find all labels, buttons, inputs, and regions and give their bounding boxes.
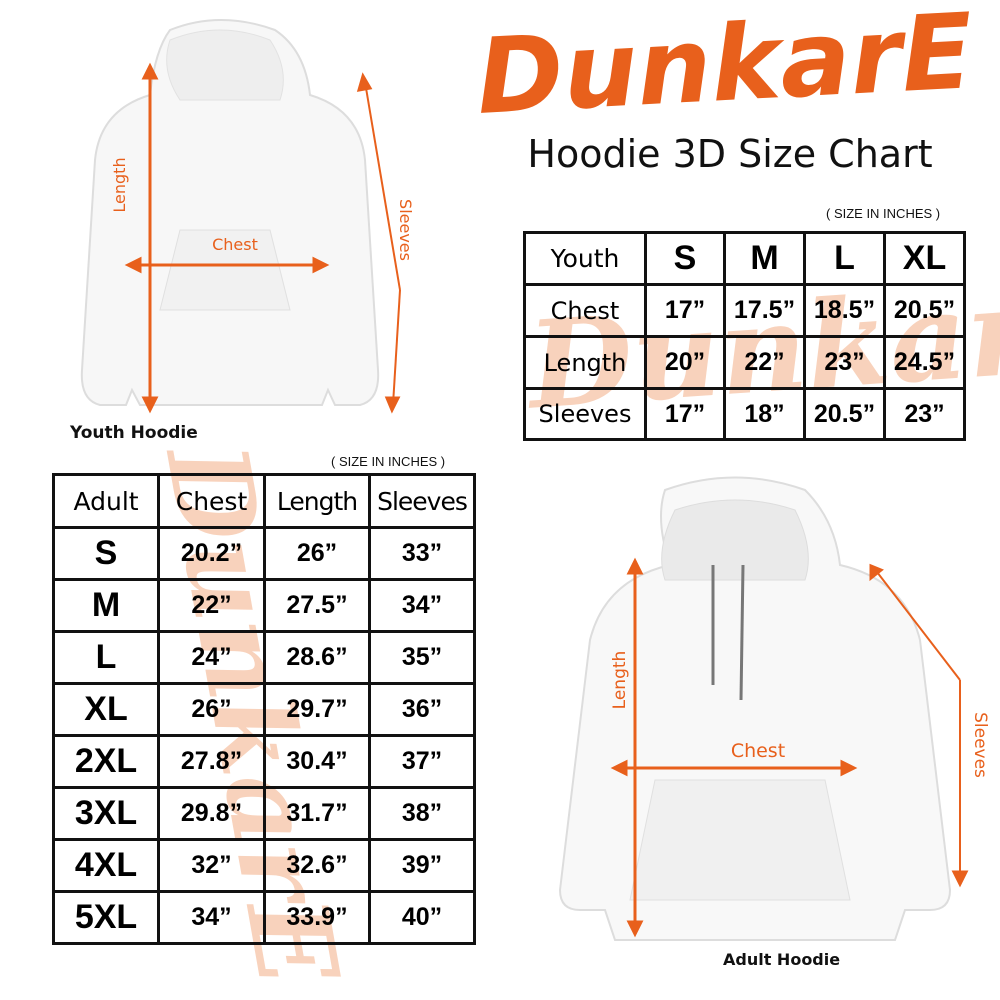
youth-size-table: Youth S M L XL Chest 17” 17.5” 18.5” 20.…	[523, 231, 966, 441]
youth-sleeves-label: Sleeves	[396, 199, 415, 261]
table-row: 5XL 34” 33.9” 40”	[52, 890, 476, 945]
youth-hoodie-caption: Youth Hoodie	[70, 423, 198, 443]
header-cell: Sleeves	[368, 473, 476, 529]
brand-logo: DunkarE	[474, 0, 976, 130]
size-label: L	[52, 630, 160, 685]
table-row: 4XL 32” 32.6” 39”	[52, 838, 476, 893]
cell: 31.7”	[263, 786, 371, 841]
header-cell: Youth	[523, 231, 647, 286]
cell: 29.8”	[157, 786, 266, 841]
table-row: 3XL 29.8” 31.7” 38”	[52, 786, 476, 841]
cell: 32.6”	[263, 838, 371, 893]
youth-chest-label: Chest	[212, 235, 258, 254]
adult-chest-label: Chest	[731, 740, 785, 762]
cell: 23”	[883, 387, 966, 441]
table-row: S 20.2” 26” 33”	[52, 526, 476, 581]
size-label: S	[52, 526, 160, 581]
adult-hoodie-caption: Adult Hoodie	[723, 950, 841, 969]
header-cell: Chest	[157, 473, 266, 529]
cell: 17.5”	[723, 283, 806, 338]
cell: 20”	[644, 335, 726, 390]
cell: 17”	[644, 387, 726, 441]
cell: 40”	[368, 890, 476, 945]
cell: 34”	[157, 890, 266, 945]
cell: 20.5”	[883, 283, 966, 338]
youth-unit-note: ( SIZE IN INCHES )	[826, 206, 941, 221]
cell: 18.5”	[803, 283, 886, 338]
table-row: Length 20” 22” 23” 24.5”	[523, 335, 966, 390]
cell: 22”	[157, 578, 266, 633]
size-label: M	[52, 578, 160, 633]
cell: 24.5”	[883, 335, 966, 390]
table-row: Sleeves 17” 18” 20.5” 23”	[523, 387, 966, 441]
cell: 22”	[723, 335, 806, 390]
cell: 36”	[368, 682, 476, 737]
cell: 38”	[368, 786, 476, 841]
size-label: 4XL	[52, 838, 160, 893]
header-cell: Adult	[52, 473, 160, 529]
table-row: L 24” 28.6” 35”	[52, 630, 476, 685]
table-row: M 22” 27.5” 34”	[52, 578, 476, 633]
cell: 18”	[723, 387, 806, 441]
youth-length-label: Length	[110, 157, 129, 212]
cell: 37”	[368, 734, 476, 789]
cell: 24”	[157, 630, 266, 685]
size-label: XL	[52, 682, 160, 737]
adult-size-table: Adult Chest Length Sleeves S 20.2” 26” 33” M…	[52, 473, 476, 945]
page-title: Hoodie 3D Size Chart	[527, 132, 933, 176]
cell: 27.5”	[263, 578, 371, 633]
svg-text:DunkarE: DunkarE	[474, 0, 976, 130]
adult-unit-note: ( SIZE IN INCHES )	[331, 454, 446, 469]
cell: 26”	[157, 682, 266, 737]
header-cell: S	[644, 231, 726, 286]
size-label: 5XL	[52, 890, 160, 945]
cell: 29.7”	[263, 682, 371, 737]
row-label: Length	[523, 335, 647, 390]
adult-hoodie-diagram: Length Chest Sleeves	[558, 476, 990, 941]
cell: 33.9”	[263, 890, 371, 945]
adult-sleeves-label: Sleeves	[970, 712, 990, 778]
header-cell: M	[723, 231, 806, 286]
adult-length-label: Length	[610, 651, 630, 710]
cell: 35”	[368, 630, 476, 685]
table-row: 2XL 27.8” 30.4” 37”	[52, 734, 476, 789]
row-label: Sleeves	[523, 387, 647, 441]
cell: 34”	[368, 578, 476, 633]
header-cell: Length	[263, 473, 371, 529]
size-label: 3XL	[52, 786, 160, 841]
table-header-row: Adult Chest Length Sleeves	[52, 473, 476, 529]
cell: 32”	[157, 838, 266, 893]
cell: 39”	[368, 838, 476, 893]
cell: 20.2”	[157, 526, 266, 581]
row-label: Chest	[523, 283, 647, 338]
youth-hoodie-diagram: Length Chest Sleeves	[80, 19, 415, 414]
cell: 28.6”	[263, 630, 371, 685]
table-header-row: Youth S M L XL	[523, 231, 966, 286]
cell: 23”	[803, 335, 886, 390]
cell: 30.4”	[263, 734, 371, 789]
cell: 17”	[644, 283, 726, 338]
cell: 33”	[368, 526, 476, 581]
cell: 26”	[263, 526, 371, 581]
size-label: 2XL	[52, 734, 160, 789]
cell: 27.8”	[157, 734, 266, 789]
table-row: XL 26” 29.7” 36”	[52, 682, 476, 737]
cell: 20.5”	[803, 387, 886, 441]
table-row: Chest 17” 17.5” 18.5” 20.5”	[523, 283, 966, 338]
header-cell: XL	[883, 231, 966, 286]
header-cell: L	[803, 231, 886, 286]
